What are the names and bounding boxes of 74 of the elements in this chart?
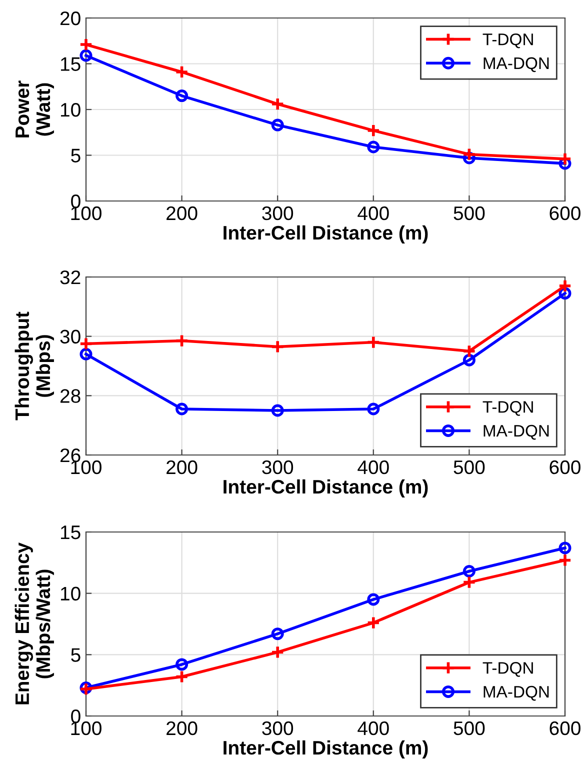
y-tick-label: 20 [60,11,80,26]
x-tick-label: 300 [262,721,294,736]
point [558,278,572,293]
legend-label: T-DQN [482,662,533,677]
y-tick-label: 10 [60,586,80,601]
y-tick-label: 5 [71,148,80,162]
y-axis-title: Energy Efficiency (Mbps/Watt) [14,542,54,704]
point [176,90,188,102]
point [176,658,188,671]
point [367,140,380,154]
y-axis-title: Throughput (Mbps) [14,312,54,420]
legend-label: MA-DQN [484,686,549,701]
point [270,97,285,111]
point [174,334,189,348]
x-axis-title: Inter-Cell Distance (m) [224,225,428,244]
point [271,118,284,132]
x-tick-label: 600 [550,206,580,220]
point [367,402,380,416]
point [558,152,572,166]
point [367,593,380,606]
x-tick-label: 600 [550,460,580,474]
y-tick-label: 32 [60,270,80,284]
point [270,340,285,354]
point [558,553,572,568]
y-tick-label: 26 [60,448,80,462]
point [366,616,380,630]
point [462,147,476,162]
x-axis-title: Inter-Cell Distance (m) [224,479,428,498]
point [271,628,284,640]
y-tick-label: 10 [60,102,80,117]
x-tick-label: 600 [550,721,580,736]
point [462,565,476,578]
y-tick-label: 5 [71,648,80,662]
point [558,542,572,554]
y-axis-title: Power (Watt) [16,80,54,138]
point [176,402,188,416]
y-tick-label: 28 [60,389,80,403]
point [271,404,284,417]
point [80,348,92,360]
x-tick-label: 200 [166,460,198,474]
y-tick-label: 0 [71,709,80,724]
x-tick-label: 200 [166,721,198,736]
point [462,354,476,366]
x-tick-label: 400 [358,460,389,474]
point [174,65,189,79]
x-axis-title: Inter-Cell Distance (m) [224,740,428,758]
x-tick-label: 100 [71,206,102,220]
point [366,124,380,138]
legend-label: MA-DQN [484,57,549,72]
x-tick-label: 500 [454,206,485,220]
y-tick-label: 30 [60,330,80,344]
point [174,670,189,684]
x-tick-label: 500 [454,460,485,474]
x-tick-label: 100 [71,460,102,474]
legend-label: MA-DQN [484,424,549,440]
point [462,344,476,358]
point [80,49,92,62]
x-tick-label: 400 [358,721,389,736]
legend-label: T-DQN [482,33,533,48]
y-tick-label: 15 [60,57,80,71]
y-tick-label: 0 [71,194,80,208]
point [79,336,93,351]
y-tick-label: 15 [60,526,80,540]
point [366,335,380,350]
point [462,575,476,590]
x-tick-label: 300 [262,460,294,474]
x-tick-label: 500 [454,721,485,736]
x-tick-label: 200 [166,206,198,220]
point [79,38,93,52]
x-tick-label: 100 [71,721,102,736]
x-tick-label: 300 [262,206,294,220]
legend-label: T-DQN [482,401,533,416]
point [270,645,285,660]
x-tick-label: 400 [358,206,389,220]
